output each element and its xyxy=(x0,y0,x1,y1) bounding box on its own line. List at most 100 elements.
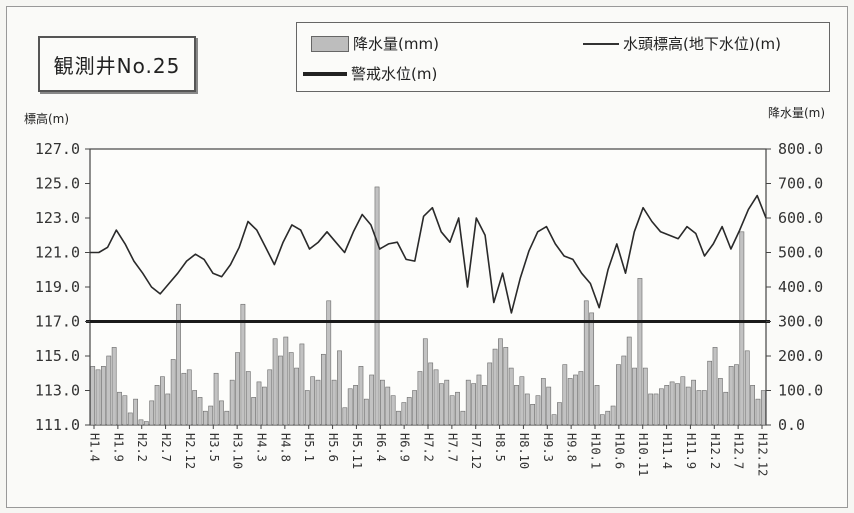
y-left-tick-label: 113.0 xyxy=(35,382,80,400)
rainfall-bar xyxy=(268,370,272,425)
rainfall-bar xyxy=(300,344,304,425)
x-tick-label: H10.1 xyxy=(589,433,603,469)
rainfall-bar xyxy=(472,384,476,425)
rainfall-bar xyxy=(423,339,427,425)
rainfall-bar xyxy=(724,392,728,425)
rainfall-bar xyxy=(396,411,400,425)
rainfall-bar xyxy=(284,337,288,425)
rainfall-bar xyxy=(214,373,218,425)
y-right-tick-label: 300.0 xyxy=(778,313,823,331)
rainfall-bar xyxy=(337,351,341,425)
rainfall-bar xyxy=(504,347,508,425)
rainfall-bar xyxy=(209,406,213,425)
y-right-tick-label: 100.0 xyxy=(778,382,823,400)
rainfall-bar xyxy=(386,387,390,425)
rainfall-bar xyxy=(670,382,674,425)
rainfall-bar xyxy=(632,368,636,425)
rainfall-bar xyxy=(659,389,663,425)
rainfall-bar xyxy=(107,356,111,425)
rainfall-bar xyxy=(117,392,121,425)
x-tick-label: H1.9 xyxy=(111,433,125,462)
rainfall-bar xyxy=(321,354,325,425)
rainfall-bar xyxy=(413,391,417,426)
rainfall-bar xyxy=(675,384,679,425)
rainfall-bar xyxy=(697,391,701,426)
x-tick-label: H7.7 xyxy=(445,433,459,462)
rainfall-bar xyxy=(332,380,336,425)
rainfall-bar xyxy=(531,404,535,425)
rainfall-bar xyxy=(429,363,433,425)
rainfall-bar xyxy=(702,391,706,426)
rainfall-bar xyxy=(289,353,293,425)
rainfall-bar xyxy=(418,372,422,425)
rainfall-bar xyxy=(509,368,513,425)
rainfall-bar xyxy=(600,415,604,425)
rainfall-bar xyxy=(627,337,631,425)
rainfall-bar xyxy=(359,366,363,425)
rainfall-bar xyxy=(311,377,315,425)
rainfall-bar xyxy=(246,372,250,425)
x-tick-label: H2.12 xyxy=(183,433,197,469)
rainfall-bar xyxy=(278,356,282,425)
x-tick-label: H12.2 xyxy=(708,433,722,469)
rainfall-bar xyxy=(455,392,459,425)
y-right-tick-label: 700.0 xyxy=(778,175,823,193)
rainfall-bar xyxy=(198,397,202,425)
x-tick-label: H8.10 xyxy=(517,433,531,469)
rainfall-bar xyxy=(493,349,497,425)
rainfall-bar xyxy=(219,401,223,425)
rainfall-bar xyxy=(681,377,685,425)
rainfall-bar xyxy=(166,394,170,425)
rainfall-bar xyxy=(573,375,577,425)
rainfall-bar xyxy=(611,406,615,425)
rainfall-bar xyxy=(123,396,127,425)
rainfall-bar xyxy=(622,356,626,425)
rainfall-bar xyxy=(353,385,357,425)
rainfall-bar xyxy=(557,403,561,425)
rainfall-bar xyxy=(225,411,229,425)
rainfall-bar xyxy=(203,411,207,425)
rainfall-bar xyxy=(96,370,100,425)
rainfall-bar xyxy=(294,368,298,425)
x-tick-label: H9.3 xyxy=(541,433,555,462)
rainfall-bar xyxy=(128,413,132,425)
rainfall-bar xyxy=(230,380,234,425)
rainfall-bar xyxy=(348,389,352,425)
rainfall-bar xyxy=(402,403,406,425)
x-tick-label: H10.6 xyxy=(612,433,626,469)
rainfall-bar xyxy=(375,187,379,425)
x-tick-label: H3.10 xyxy=(231,433,245,469)
x-tick-label: H7.12 xyxy=(469,433,483,469)
rainfall-bar xyxy=(439,384,443,425)
x-tick-label: H3.5 xyxy=(207,433,221,462)
y-left-tick-label: 121.0 xyxy=(35,244,80,262)
x-tick-label: H4.3 xyxy=(255,433,269,462)
y-left-tick-label: 127.0 xyxy=(35,140,80,158)
y-right-tick-label: 0.0 xyxy=(778,416,805,434)
rainfall-bar xyxy=(343,408,347,425)
rainfall-bar xyxy=(477,375,481,425)
x-tick-label: H12.12 xyxy=(756,433,770,476)
rainfall-bar xyxy=(536,396,540,425)
rainfall-bar xyxy=(568,378,572,425)
rainfall-bar xyxy=(761,391,765,426)
rainfall-bar xyxy=(595,385,599,425)
rainfall-bar xyxy=(257,382,261,425)
rainfall-bar xyxy=(649,394,653,425)
rainfall-bar xyxy=(150,401,154,425)
x-tick-label: H11.4 xyxy=(660,433,674,469)
rainfall-bar xyxy=(364,399,368,425)
rainfall-bar xyxy=(434,370,438,425)
rainfall-bar xyxy=(713,347,717,425)
rainfall-bar xyxy=(691,380,695,425)
y-right-tick-label: 600.0 xyxy=(778,209,823,227)
x-tick-label: H5.1 xyxy=(302,433,316,462)
x-tick-label: H11.9 xyxy=(684,433,698,469)
y-left-tick-label: 125.0 xyxy=(35,175,80,193)
rainfall-bar xyxy=(193,391,197,426)
rainfall-bar xyxy=(235,353,239,425)
rainfall-bar xyxy=(316,380,320,425)
rainfall-bar xyxy=(182,373,186,425)
rainfall-bar xyxy=(520,377,524,425)
